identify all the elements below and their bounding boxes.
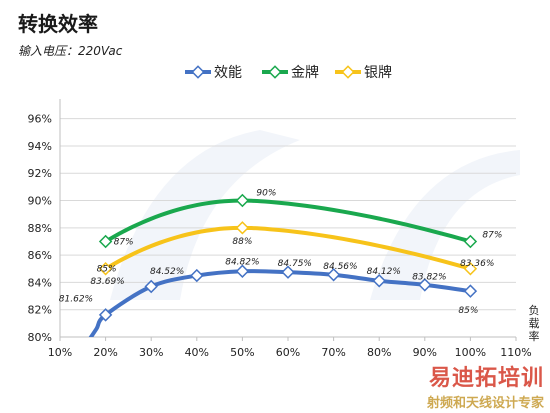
silver-marker bbox=[463, 262, 478, 276]
y-tick-label: 96% bbox=[28, 113, 52, 126]
axes: 80% 82% 84% 86% 88% 90% 92% 94% 96% 10% 20% 30% 40% 5… bbox=[28, 99, 540, 359]
data-label: 84.52% bbox=[150, 267, 184, 277]
data-label: 87% bbox=[482, 230, 502, 240]
y-tick-label: 90% bbox=[28, 195, 52, 208]
efficiency-marker bbox=[418, 278, 432, 292]
x-tick-label: 70% bbox=[321, 346, 345, 359]
gold-marker bbox=[463, 234, 478, 249]
efficiency-marker bbox=[190, 268, 204, 283]
data-label: 84.75% bbox=[278, 259, 312, 269]
chart-title: 转换效率 bbox=[18, 12, 98, 36]
x-tick-label: 80% bbox=[367, 346, 391, 359]
legend-marker bbox=[341, 65, 355, 79]
efficiency-marker bbox=[281, 265, 295, 279]
data-label: 84.56% bbox=[323, 262, 357, 272]
watermark-line2: 射频和天线设计专家 bbox=[426, 396, 544, 411]
y-tick-label: 88% bbox=[28, 222, 52, 235]
data-label: 85% bbox=[458, 306, 478, 316]
y-tick-label: 92% bbox=[28, 167, 52, 180]
data-label: 84.12% bbox=[367, 267, 401, 277]
x-tick-label: 110% bbox=[500, 346, 531, 359]
x-axis-title-char: 率 bbox=[529, 329, 540, 343]
efficiency-marker bbox=[98, 308, 113, 322]
series-layer bbox=[88, 193, 478, 337]
legend-label: 金牌 bbox=[291, 64, 319, 81]
y-tick-label: 86% bbox=[28, 249, 52, 262]
data-label: 88% bbox=[232, 237, 252, 247]
legend-marker bbox=[191, 65, 205, 79]
data-label: 83.36% bbox=[460, 259, 494, 269]
efficiency-marker bbox=[463, 284, 478, 298]
y-tick-label: 80% bbox=[28, 331, 52, 344]
site-watermark: 易迪拓培训 射频和天线设计专家 bbox=[427, 360, 544, 411]
x-tick-label: 10% bbox=[48, 346, 72, 359]
gold-marker bbox=[98, 234, 113, 249]
watermark-shape-left bbox=[110, 130, 300, 300]
efficiency-marker bbox=[326, 268, 341, 282]
legend-marker bbox=[268, 65, 282, 79]
x-tick-label: 40% bbox=[185, 346, 209, 359]
y-tick-label: 94% bbox=[28, 140, 52, 153]
x-axis-title-char: 载 bbox=[529, 317, 540, 330]
data-label: 83.82% bbox=[412, 273, 446, 283]
gold-series-line bbox=[104, 198, 471, 244]
legend-label: 银牌 bbox=[364, 64, 392, 81]
legend: 效能 金牌 银牌 bbox=[185, 64, 392, 81]
x-tick-label: 60% bbox=[276, 346, 300, 359]
data-label: 84.82% bbox=[225, 258, 259, 268]
efficiency-marker bbox=[144, 279, 158, 294]
x-axis-title-char: 负 bbox=[529, 303, 540, 317]
data-label: 87% bbox=[114, 237, 134, 247]
data-labels: 87% 90% 87% 83.69% 88% 85% 81.62% 85% 84.52% 84.8… bbox=[59, 189, 503, 316]
data-label: 85% bbox=[97, 264, 117, 274]
watermark-shape-right bbox=[370, 150, 520, 300]
y-tick-label: 82% bbox=[28, 304, 52, 317]
silver-marker bbox=[98, 262, 113, 276]
data-label: 90% bbox=[256, 189, 276, 199]
gridlines bbox=[60, 118, 516, 338]
y-tick-label: 84% bbox=[28, 276, 52, 289]
chart-subtitle: 输入电压：220Vac bbox=[18, 44, 123, 58]
silver-marker bbox=[235, 221, 250, 235]
data-label: 81.62% bbox=[59, 295, 93, 305]
x-tick-label: 20% bbox=[93, 346, 117, 359]
data-label: 83.69% bbox=[90, 277, 124, 287]
x-tick-label: 30% bbox=[139, 346, 163, 359]
efficiency-marker bbox=[235, 264, 250, 278]
legend-label: 效能 bbox=[214, 65, 242, 81]
x-tick-label: 100% bbox=[455, 346, 486, 359]
background-logo-watermark bbox=[110, 130, 520, 300]
silver-series-line bbox=[104, 225, 471, 271]
efficiency-marker bbox=[372, 274, 386, 288]
watermark-line1: 易迪拓培训 bbox=[428, 366, 544, 391]
x-tick-label: 50% bbox=[230, 346, 254, 359]
x-tick-label: 90% bbox=[413, 346, 437, 359]
gold-marker bbox=[235, 193, 250, 208]
